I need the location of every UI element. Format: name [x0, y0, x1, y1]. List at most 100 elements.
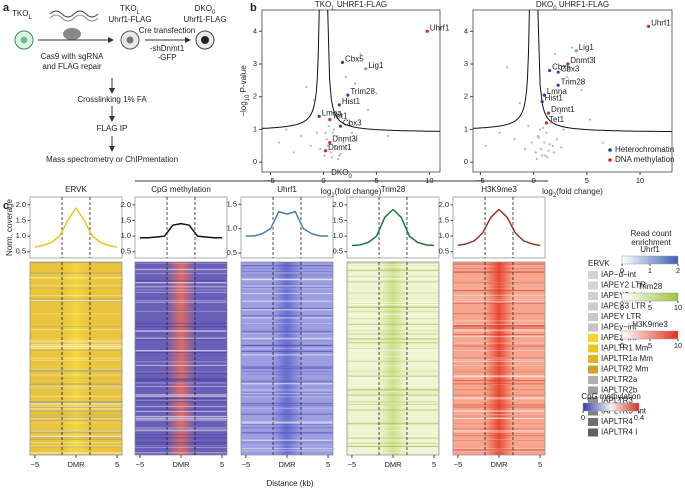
point — [327, 125, 330, 128]
point-label: Uhrf1 — [430, 23, 450, 32]
legend-label: IAPLTR2a — [601, 375, 638, 384]
strain-label: TKOL — [120, 4, 140, 15]
point — [552, 151, 555, 154]
y-tick-label: 0 — [464, 157, 468, 166]
x-axis-label: log2(fold change) — [542, 187, 603, 198]
point — [548, 143, 551, 146]
legend-swatch — [588, 376, 598, 384]
profile-line — [139, 222, 223, 239]
point — [324, 131, 327, 134]
step-note: and FLAG repair — [42, 62, 101, 71]
y-tick-label: 2 — [464, 92, 468, 101]
point — [541, 154, 544, 157]
point — [580, 89, 583, 92]
point — [277, 141, 281, 144]
point — [325, 138, 328, 141]
x-axis-label-part: (fold change) — [556, 187, 603, 196]
legend-label: IAPLTR2 Mm — [601, 365, 649, 374]
point-label: Dnmt1 — [328, 143, 352, 152]
legend-swatch — [588, 271, 598, 279]
legend-swatch — [588, 292, 598, 300]
legend-swatch — [588, 428, 598, 437]
point — [547, 149, 550, 152]
point — [559, 111, 562, 115]
legend-swatch — [588, 397, 598, 405]
y-tick-label: 0.5 — [333, 247, 343, 256]
labeled-point — [556, 70, 560, 74]
labeled-point — [328, 140, 332, 145]
x-axis-label-part: 2 — [553, 193, 557, 199]
colorbar-tick-label: 10 — [674, 341, 682, 350]
flow-step: Mass spectrometry or ChIPmentation — [46, 155, 178, 164]
labeled-point — [556, 83, 560, 87]
chart-title: DKO0 UHRF1-FLAG — [536, 0, 609, 11]
point — [339, 152, 342, 156]
point — [359, 53, 362, 56]
point — [315, 131, 319, 134]
legend-label: IAPLTR3 — [601, 396, 633, 405]
y-tick-label: 1.0 — [439, 231, 449, 240]
point — [319, 147, 322, 151]
point — [537, 136, 541, 139]
x-tick-label: 5 — [326, 460, 330, 469]
y-tick-label: 2.0 — [333, 200, 343, 209]
point — [336, 134, 339, 138]
point — [588, 118, 592, 121]
point-label: Cbx3 — [343, 118, 362, 127]
x-tick-label: −5 — [31, 460, 40, 469]
labeled-point — [338, 124, 343, 128]
point-label: Hist1 — [545, 94, 564, 103]
colorbar — [621, 292, 679, 302]
strain-label-part: 0 — [212, 10, 216, 16]
colorbar-group-title: Read count enrichment — [630, 229, 672, 247]
profile-line — [34, 207, 118, 248]
x-axis-label: Distance (kb) — [266, 479, 313, 488]
colorbar-tick-label: 0 — [620, 341, 624, 350]
point — [530, 141, 533, 144]
point-label: Lmna — [547, 87, 568, 96]
point — [334, 144, 337, 147]
chart-title-part: UHRF1-FLAG — [557, 0, 609, 9]
chart-title: CpG methylation — [151, 185, 211, 194]
point — [535, 157, 538, 161]
point — [350, 131, 354, 134]
x-tick-label: 5 — [374, 176, 378, 185]
colorbar-tick-label: 0 — [581, 413, 585, 422]
diagram-shapes — [14, 10, 548, 182]
y-tick-label: 1.5 — [121, 215, 131, 224]
x-tick-label: 10 — [425, 176, 433, 185]
labeled-point — [346, 93, 350, 97]
y-tick-label: 1.0 — [121, 231, 131, 240]
y-tick-label: 2.0 — [439, 200, 449, 209]
profile-line — [245, 210, 329, 237]
legend-label: IAPEY2 LTR — [601, 281, 646, 290]
y-tick-label: 1 — [464, 124, 468, 133]
y-tick-label: 0.5 — [439, 247, 449, 256]
point — [340, 115, 343, 118]
point-label: Hist1 — [342, 97, 361, 106]
threshold-curve — [327, 9, 441, 132]
labeled-point — [328, 118, 332, 122]
flow-step: Crosslinking 1% FA — [77, 95, 147, 104]
y-axis-label-part: −log — [239, 101, 248, 116]
x-tick-label: 5 — [220, 460, 224, 469]
legend-label: IAPLTR1a Mm — [601, 354, 653, 363]
point — [544, 154, 547, 157]
step-note: Cre transfection — [139, 26, 195, 35]
x-axis-label-part: 2 — [331, 193, 335, 199]
profile-frame — [134, 196, 228, 259]
point — [326, 144, 329, 147]
chart-title: H3K9me3 — [481, 185, 517, 194]
x-tick-label: DMR — [384, 460, 402, 469]
point-label: Lmna — [322, 108, 343, 117]
y-tick-label: 2 — [253, 92, 257, 101]
plot-frame — [472, 9, 673, 173]
x-axis-label-part: (fold change) — [335, 187, 382, 196]
y-tick-label: 1.5 — [16, 215, 26, 224]
x-axis-label: log2(fold change) — [321, 187, 382, 198]
step-note: -shDnmt1 — [150, 44, 185, 53]
colorbar-title: CpG methylation — [581, 392, 641, 401]
colorbar-title: H3K9me3 — [632, 320, 668, 329]
group-title-part: DKO — [331, 168, 348, 177]
